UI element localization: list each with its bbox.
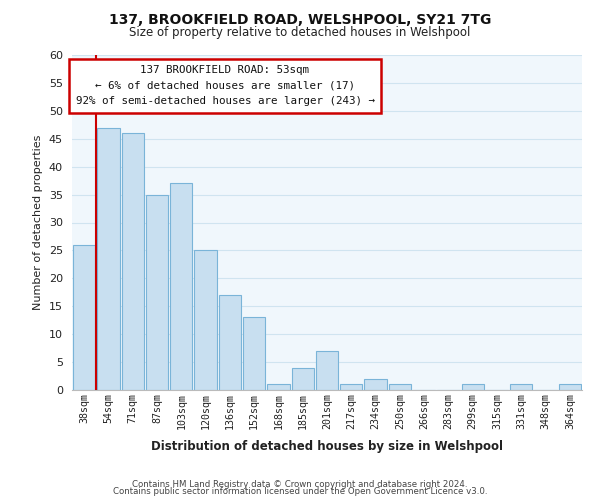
Bar [510,384,532,390]
Bar [73,245,95,390]
Bar [170,184,193,390]
Bar [97,128,119,390]
Bar [292,368,314,390]
X-axis label: Distribution of detached houses by size in Welshpool: Distribution of detached houses by size … [151,440,503,453]
Bar [218,295,241,390]
Text: 137, BROOKFIELD ROAD, WELSHPOOL, SY21 7TG: 137, BROOKFIELD ROAD, WELSHPOOL, SY21 7T… [109,12,491,26]
Y-axis label: Number of detached properties: Number of detached properties [33,135,43,310]
Bar [316,351,338,390]
Text: Contains public sector information licensed under the Open Government Licence v3: Contains public sector information licen… [113,487,487,496]
Bar [559,384,581,390]
Text: Contains HM Land Registry data © Crown copyright and database right 2024.: Contains HM Land Registry data © Crown c… [132,480,468,489]
Bar [267,384,290,390]
Bar [194,250,217,390]
Bar [340,384,362,390]
Text: 137 BROOKFIELD ROAD: 53sqm
← 6% of detached houses are smaller (17)
92% of semi-: 137 BROOKFIELD ROAD: 53sqm ← 6% of detac… [76,65,374,106]
Bar [146,194,168,390]
Bar [364,379,387,390]
Bar [122,133,144,390]
Bar [461,384,484,390]
Bar [243,318,265,390]
Bar [389,384,411,390]
Text: Size of property relative to detached houses in Welshpool: Size of property relative to detached ho… [130,26,470,39]
